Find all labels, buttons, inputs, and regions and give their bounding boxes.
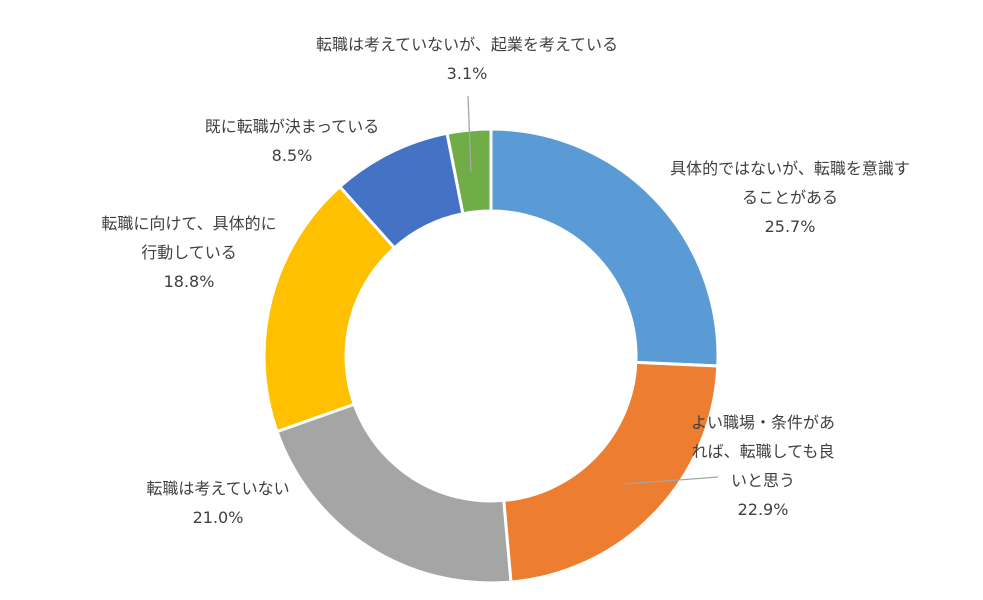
data-label-slice-5: 既に転職が決まっている 8.5%	[205, 117, 380, 165]
data-label-slice-3: 転職は考えていない 21.0%	[146, 479, 289, 527]
value-label-slice-4: 18.8%	[164, 272, 215, 291]
labels-layer: 具体的ではないが、転職を意識することがある 25.7% よい職場・条件があれば、転職…	[101, 35, 909, 527]
category-label-slice-5: 既に転職が決まっている	[205, 117, 380, 136]
category-label-slice-2: れば、転職しても良	[692, 442, 835, 461]
category-label-slice-4: 行動している	[141, 243, 237, 262]
leader-line-slice-6	[467, 95, 472, 173]
category-label-slice-2: いと思う	[731, 471, 795, 490]
value-label-slice-5: 8.5%	[272, 146, 313, 165]
leader-line-slice-2	[624, 476, 719, 485]
donut-slice-3	[275, 402, 513, 585]
category-label-slice-1: ることがある	[742, 188, 838, 207]
data-label-slice-4: 転職に向けて、具体的に行動している 18.8%	[101, 214, 276, 291]
value-label-slice-3: 21.0%	[193, 508, 244, 527]
donut-slice-6	[445, 127, 493, 216]
category-label-slice-6: 転職は考えていないが、起業を考えている	[316, 35, 618, 54]
donut-slice-1	[489, 127, 720, 368]
value-label-slice-6: 3.1%	[447, 64, 488, 83]
value-label-slice-2: 22.9%	[738, 500, 789, 519]
category-label-slice-1: 具体的ではないが、転職を意識す	[670, 159, 910, 178]
data-label-slice-6: 転職は考えていないが、起業を考えている 3.1%	[316, 35, 618, 83]
leader-lines-layer	[467, 95, 719, 485]
category-label-slice-4: 転職に向けて、具体的に	[101, 214, 276, 233]
category-label-slice-3: 転職は考えていない	[146, 479, 289, 498]
value-label-slice-1: 25.7%	[765, 217, 816, 236]
data-label-slice-1: 具体的ではないが、転職を意識することがある 25.7%	[670, 159, 910, 236]
slices-layer	[262, 127, 720, 585]
data-label-slice-2: よい職場・条件があれば、転職しても良いと思う 22.9%	[691, 413, 835, 519]
donut-slice-2	[502, 360, 720, 584]
category-label-slice-2: よい職場・条件があ	[691, 413, 835, 432]
